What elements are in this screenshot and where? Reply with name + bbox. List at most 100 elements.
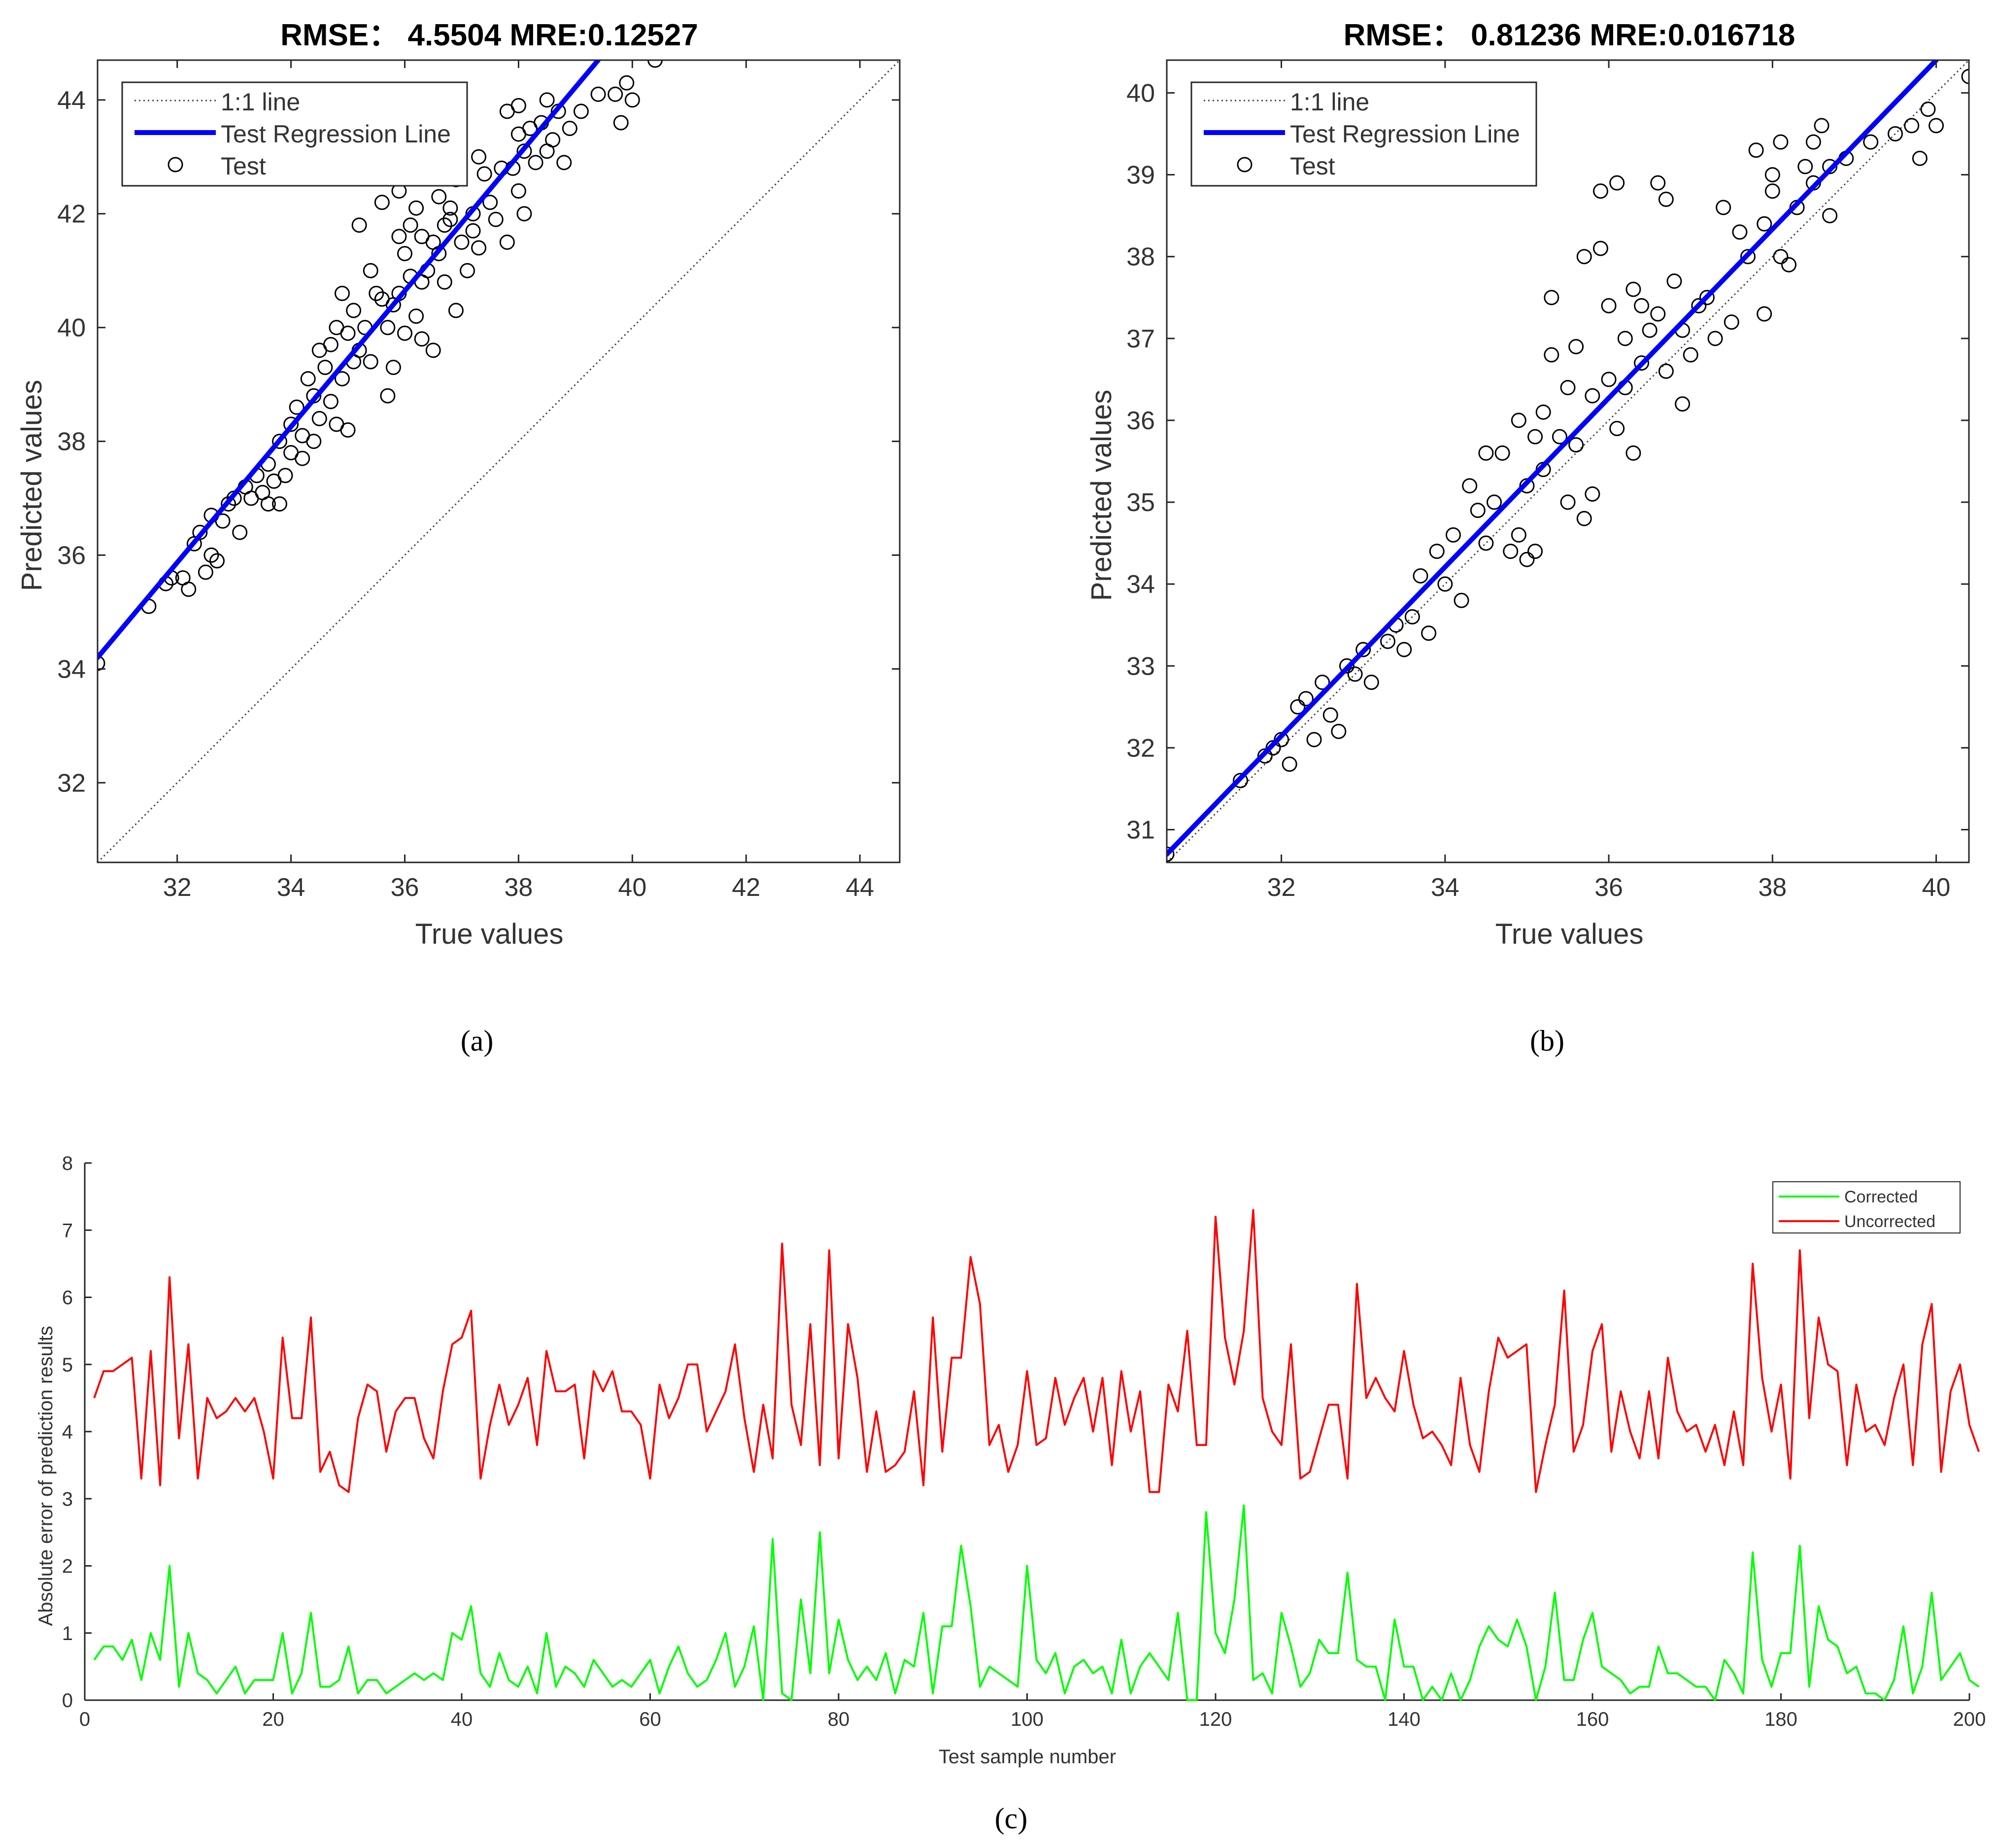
data-point-a-35 xyxy=(311,411,327,426)
legend-label-corrected: Corrected xyxy=(1844,1188,1918,1206)
data-point-a-107 xyxy=(545,132,561,148)
y-tick-label-c-7: 7 xyxy=(62,1220,73,1241)
x-tick-label-b-0: 32 xyxy=(1267,873,1296,902)
identity-line-a xyxy=(98,60,900,862)
data-point-a-90 xyxy=(476,166,492,182)
data-point-b-85 xyxy=(1773,134,1789,150)
data-point-a-36 xyxy=(317,359,333,375)
data-point-b-44 xyxy=(1560,379,1576,395)
y-tick-label-b-6: 37 xyxy=(1126,325,1155,353)
data-point-b-86 xyxy=(1773,249,1789,265)
data-point-a-28 xyxy=(289,399,305,415)
x-tick-label-a-4: 40 xyxy=(618,873,646,902)
x-tick-label-c-6: 120 xyxy=(1199,1709,1232,1730)
panel-a-label: (a) xyxy=(461,1025,494,1057)
data-point-a-23 xyxy=(271,496,287,512)
data-point-b-90 xyxy=(1805,134,1821,150)
data-point-a-98 xyxy=(510,183,526,199)
y-tick-label-a-1: 34 xyxy=(57,655,86,684)
data-point-b-25 xyxy=(1454,592,1469,608)
data-point-b-49 xyxy=(1576,249,1592,265)
panel-c-line: 0 20 40 60 80 100 120 140 160 180 200 0 1 2 3 4 5 6 7 8 Corr… xyxy=(35,1153,1986,1835)
x-tick-label-c-1: 20 xyxy=(262,1709,284,1730)
y-tick-label-a-4: 40 xyxy=(57,314,86,342)
data-point-b-100 xyxy=(1920,102,1936,117)
data-point-a-38 xyxy=(323,394,339,410)
data-point-b-81 xyxy=(1757,216,1772,232)
y-tick-label-b-8: 39 xyxy=(1126,161,1155,190)
panel-a-xlabel: True values xyxy=(415,918,564,950)
data-point-b-87 xyxy=(1781,257,1797,273)
x-tick-label-c-2: 40 xyxy=(451,1709,473,1730)
axes-box-a xyxy=(97,59,901,863)
data-point-b-67 xyxy=(1658,363,1674,379)
data-point-a-99 xyxy=(510,98,526,113)
data-point-a-54 xyxy=(374,195,390,210)
data-point-a-91 xyxy=(482,195,498,210)
data-point-a-81 xyxy=(442,211,458,227)
data-point-b-53 xyxy=(1592,183,1608,199)
data-point-a-0 xyxy=(98,655,105,671)
data-point-b-11 xyxy=(1331,723,1347,739)
data-point-b-1 xyxy=(1233,773,1249,788)
data-point-b-34 xyxy=(1511,527,1526,543)
x-tick-label-c-8: 160 xyxy=(1576,1709,1609,1730)
data-point-b-46 xyxy=(1568,339,1584,354)
data-point-b-52 xyxy=(1592,240,1608,256)
data-point-b-36 xyxy=(1519,551,1535,567)
data-point-a-10 xyxy=(203,548,219,563)
data-point-b-26 xyxy=(1462,478,1478,494)
data-point-b-7 xyxy=(1298,691,1314,707)
data-point-a-5 xyxy=(181,582,197,597)
x-tick-label-c-9: 180 xyxy=(1764,1709,1797,1730)
data-point-a-69 xyxy=(414,331,430,347)
x-tick-label-a-1: 34 xyxy=(277,873,305,902)
data-point-b-33 xyxy=(1511,412,1526,428)
data-point-a-47 xyxy=(351,217,367,233)
data-point-a-103 xyxy=(528,155,543,171)
data-point-a-68 xyxy=(408,200,424,216)
data-point-a-7 xyxy=(192,524,208,540)
data-point-b-55 xyxy=(1601,372,1617,387)
data-point-a-95 xyxy=(499,234,515,250)
data-point-b-70 xyxy=(1675,396,1691,412)
data-point-b-82 xyxy=(1757,306,1772,322)
data-point-b-92 xyxy=(1814,118,1829,134)
data-point-a-110 xyxy=(562,121,577,137)
panel-b-ylabel: Predicted values xyxy=(1085,390,1118,601)
data-point-a-109 xyxy=(556,155,572,171)
data-point-b-6 xyxy=(1290,699,1306,715)
data-point-b-89 xyxy=(1797,159,1813,174)
data-point-b-20 xyxy=(1413,568,1428,584)
plot-content-b xyxy=(1167,60,1969,862)
axes-box-b xyxy=(1166,59,1970,863)
data-point-a-85 xyxy=(459,263,475,278)
data-point-a-30 xyxy=(295,450,310,466)
data-point-b-19 xyxy=(1404,609,1420,625)
y-tick-label-c-0: 0 xyxy=(62,1690,73,1711)
data-point-b-75 xyxy=(1707,331,1723,346)
x-tick-label-c-7: 140 xyxy=(1388,1709,1421,1730)
data-point-a-37 xyxy=(323,337,339,352)
panel-b-title: RMSE： 0.81236 MRE:0.016718 xyxy=(1344,18,1795,52)
panel-c-label: (c) xyxy=(995,1802,1028,1835)
data-point-a-63 xyxy=(397,246,412,262)
data-point-a-114 xyxy=(613,115,629,131)
panel-a-title: RMSE： 4.5504 MRE:0.12527 xyxy=(280,18,698,52)
data-point-b-13 xyxy=(1347,666,1363,682)
legend-label-a-2: Test xyxy=(221,152,266,180)
x-tick-label-a-5: 42 xyxy=(732,873,760,902)
data-point-a-8 xyxy=(198,564,213,580)
y-tick-label-b-4: 35 xyxy=(1126,488,1155,517)
data-point-b-97 xyxy=(1887,126,1903,142)
data-point-a-11 xyxy=(209,553,225,569)
x-tick-label-c-3: 60 xyxy=(639,1709,661,1730)
data-point-b-76 xyxy=(1716,200,1731,215)
identity-line-b xyxy=(1167,60,1969,862)
data-point-b-43 xyxy=(1552,429,1567,445)
data-point-b-64 xyxy=(1642,322,1658,338)
data-point-a-113 xyxy=(608,86,623,102)
data-point-b-98 xyxy=(1904,118,1920,134)
y-tick-label-c-5: 5 xyxy=(62,1354,73,1376)
